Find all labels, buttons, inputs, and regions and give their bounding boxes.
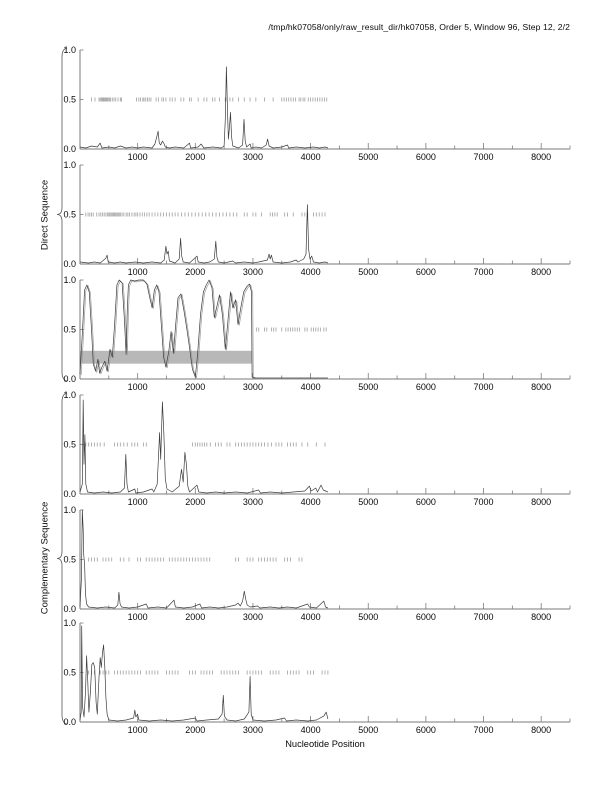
probability-curve: [79, 279, 328, 379]
x-tick-label: 2000: [185, 152, 205, 162]
x-tick-label: 2000: [185, 725, 205, 735]
x-tick-label: 6000: [416, 382, 436, 392]
x-tick-label: 3000: [243, 382, 263, 392]
x-tick-label: 3000: [243, 725, 263, 735]
y-tick-label: 0.5: [63, 210, 76, 220]
y-tick-label: 1.0: [63, 618, 76, 628]
x-tick-label: 5000: [358, 382, 378, 392]
probability-curve: [79, 625, 329, 722]
y-tick-label: 0.5: [63, 668, 76, 678]
y-tick-label: 1.0: [63, 390, 76, 400]
panel-complementary-2: 1000 2000 3000 4000 5000 6000 7000 8000 0.0 0.5 1.…: [0, 502, 612, 629]
panel-plot: 1000 2000 3000 4000 5000 6000 7000 8000 0.0 0.5 1.…: [63, 160, 571, 277]
x-tick-label: 8000: [531, 382, 551, 392]
x-tick-label: 7000: [474, 267, 494, 277]
x-tick-label: 8000: [531, 725, 551, 735]
y-tick-label: 0.0: [63, 144, 76, 154]
x-tick-label: 3000: [243, 497, 263, 507]
x-tick-label: 4000: [301, 267, 321, 277]
y-tick-label: 0.0: [63, 259, 76, 269]
x-tick-label: 7000: [474, 152, 494, 162]
probability-curve: [79, 66, 329, 149]
x-tick-label: 1000: [128, 497, 148, 507]
x-tick-label: 4000: [301, 382, 321, 392]
probability-curve-shadow: [80, 280, 330, 380]
x-tick-label: 1000: [128, 612, 148, 622]
y-tick-label: 0.0: [63, 604, 76, 614]
panel-plot: 1000 2000 3000 4000 5000 6000 7000 8000 0.0 0.5 1.…: [63, 618, 571, 735]
x-tick-label: 5000: [358, 497, 378, 507]
x-tick-label: 7000: [474, 382, 494, 392]
y-tick-label: 0.5: [63, 555, 76, 565]
x-tick-label: 3000: [243, 152, 263, 162]
x-tick-label: 6000: [416, 152, 436, 162]
x-tick-label: 2000: [185, 497, 205, 507]
panel-direct-1: 1000 2000 3000 4000 5000 6000 7000 8000 0.0 0.5 1.…: [0, 42, 612, 169]
x-tick-label: 7000: [474, 725, 494, 735]
x-tick-label: 3000: [243, 612, 263, 622]
x-tick-label: 5000: [358, 267, 378, 277]
panel-direct-3: 1000 2000 3000 4000 5000 6000 7000 8000 0.0 0.5 1.…: [0, 272, 612, 399]
x-tick-label: 8000: [531, 497, 551, 507]
y-tick-label: 0.0: [63, 489, 76, 499]
x-tick-label: 5000: [358, 152, 378, 162]
probability-curve: [79, 399, 329, 494]
x-tick-label: 4000: [301, 725, 321, 735]
x-tick-label: 8000: [531, 612, 551, 622]
x-tick-label: 2000: [185, 267, 205, 277]
panel-plot: 1000 2000 3000 4000 5000 6000 7000 8000 0.0 0.5 1.…: [63, 275, 571, 392]
x-tick-label: 5000: [358, 612, 378, 622]
x-tick-label: 1000: [128, 382, 148, 392]
page-title: /tmp/hk07058/only/raw_result_dir/hk07058…: [268, 22, 570, 32]
x-axis-label: Nucleotide Position: [285, 739, 365, 749]
probability-curve: [79, 509, 329, 609]
y-tick-label: 1.0: [63, 275, 76, 285]
panel-complementary-3: 1000 2000 3000 4000 5000 6000 7000 8000 0.0 0.5 1.…: [0, 615, 612, 742]
panel-complementary-1: 1000 2000 3000 4000 5000 6000 7000 8000 0.0 0.5 1.…: [0, 387, 612, 514]
probability-curve: [79, 204, 329, 264]
x-tick-label: 1000: [128, 152, 148, 162]
x-tick-label: 7000: [474, 612, 494, 622]
y-tick-label: 1.0: [63, 160, 76, 170]
x-tick-label: 2000: [185, 612, 205, 622]
panel-plot: 1000 2000 3000 4000 5000 6000 7000 8000 0.0 0.5 1.…: [63, 390, 571, 507]
coding-region-band: [80, 350, 252, 364]
x-tick-label: 6000: [416, 267, 436, 277]
y-tick-label: 0.0: [63, 374, 76, 384]
y-tick-label: 0.5: [63, 440, 76, 450]
panel-direct-2: 1000 2000 3000 4000 5000 6000 7000 8000 0.0 0.5 1.…: [0, 157, 612, 284]
x-tick-label: 6000: [416, 497, 436, 507]
x-tick-label: 8000: [531, 267, 551, 277]
x-tick-label: 2000: [185, 382, 205, 392]
x-tick-label: 6000: [416, 612, 436, 622]
y-tick-label: 1.0: [63, 505, 76, 515]
x-tick-label: 1000: [128, 267, 148, 277]
x-tick-label: 6000: [416, 725, 436, 735]
x-tick-label: 4000: [301, 497, 321, 507]
y-tick-label: 1.0: [63, 45, 76, 55]
panel-plot: 1000 2000 3000 4000 5000 6000 7000 8000 0.0 0.5 1.…: [63, 505, 571, 622]
x-tick-label: 8000: [531, 152, 551, 162]
y-tick-label: 0.0: [63, 717, 76, 727]
y-tick-label: 0.5: [63, 325, 76, 335]
x-tick-label: 7000: [474, 497, 494, 507]
x-tick-label: 5000: [358, 725, 378, 735]
y-tick-label: 0.5: [63, 95, 76, 105]
x-tick-label: 3000: [243, 267, 263, 277]
panel-plot: 1000 2000 3000 4000 5000 6000 7000 8000 0.0 0.5 1.…: [63, 45, 571, 162]
x-tick-label: 4000: [301, 612, 321, 622]
x-tick-label: 1000: [128, 725, 148, 735]
x-tick-label: 4000: [301, 152, 321, 162]
